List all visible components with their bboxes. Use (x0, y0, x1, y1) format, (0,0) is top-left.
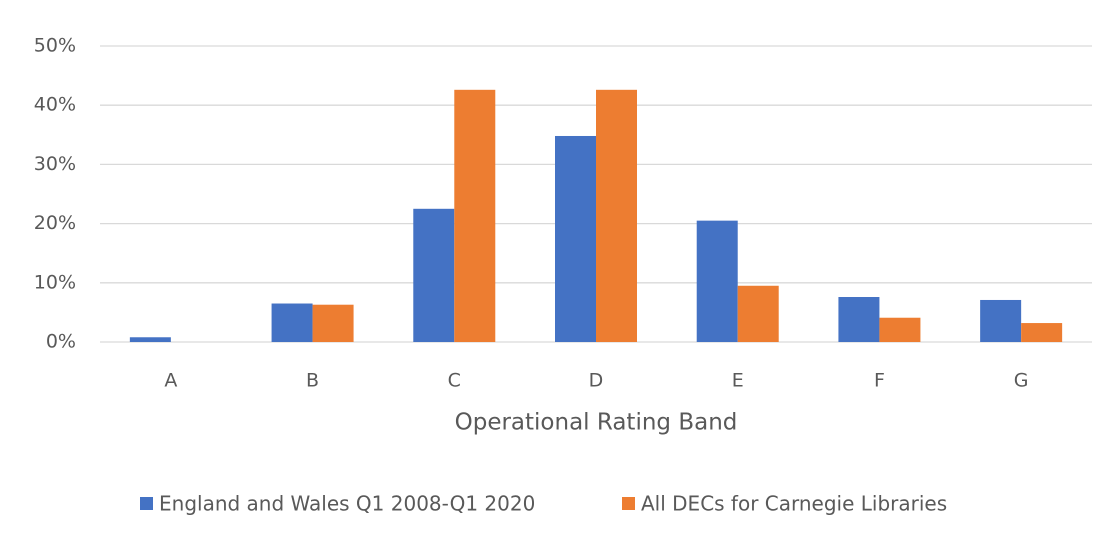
x-tick-label: G (1014, 370, 1029, 392)
bar (1021, 323, 1063, 342)
bar (312, 304, 354, 342)
legend-label: England and Wales Q1 2008-Q1 2020 (159, 492, 535, 516)
bar (879, 317, 921, 342)
legend-label: All DECs for Carnegie Libraries (641, 492, 947, 516)
y-tick-label: 30% (34, 153, 76, 175)
y-tick-label: 0% (46, 331, 76, 353)
x-tick-label: A (164, 370, 177, 392)
x-tick-label: C (448, 370, 461, 392)
legend-swatch (622, 497, 635, 510)
y-tick-label: 40% (34, 94, 76, 116)
x-axis-title: Operational Rating Band (455, 410, 738, 436)
bar (413, 208, 455, 342)
bar (596, 89, 637, 342)
bar (838, 297, 880, 342)
bar (271, 303, 313, 342)
x-tick-label: B (306, 370, 319, 392)
y-tick-label: 10% (34, 271, 76, 293)
x-tick-label: F (874, 370, 885, 392)
bar (737, 285, 779, 342)
legend-swatch (140, 497, 153, 510)
y-tick-label: 20% (34, 212, 76, 234)
bar (454, 89, 496, 342)
bar (555, 135, 596, 342)
bar (980, 299, 1022, 342)
x-tick-label: E (732, 370, 744, 392)
x-tick-label: D (589, 370, 604, 392)
bar (129, 337, 171, 342)
bar (696, 220, 738, 342)
y-tick-label: 50% (34, 35, 76, 57)
